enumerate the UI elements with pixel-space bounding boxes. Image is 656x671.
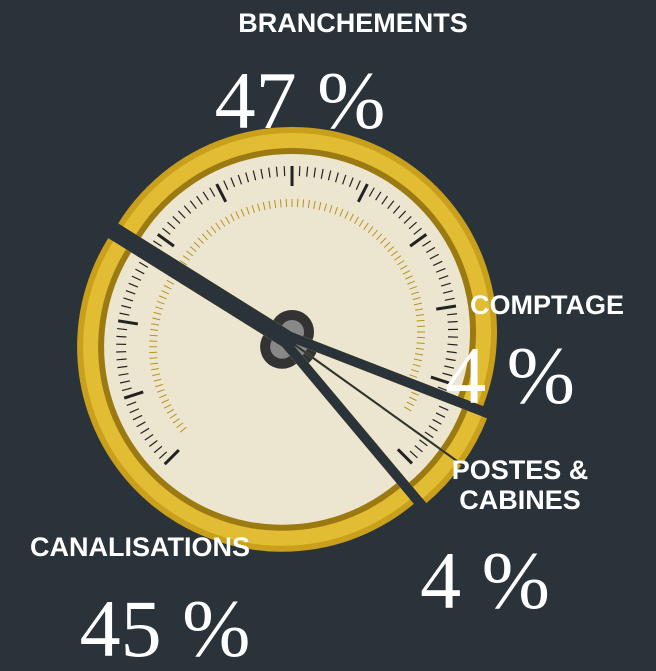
dial-tick bbox=[150, 335, 158, 336]
dial-tick bbox=[403, 379, 411, 381]
dial-tick bbox=[181, 278, 188, 282]
slice-label: COMPTAGE bbox=[452, 290, 642, 320]
dial-tick bbox=[182, 275, 189, 279]
dial-tick bbox=[148, 249, 164, 261]
dial-tick bbox=[303, 199, 304, 207]
dial-tick bbox=[117, 359, 127, 360]
value-label: 45 % bbox=[45, 588, 285, 670]
dial-tick bbox=[177, 266, 183, 271]
dial-tick bbox=[417, 320, 425, 321]
dial-tick bbox=[143, 256, 151, 261]
dial-tick bbox=[152, 262, 161, 267]
dial-tick bbox=[145, 254, 154, 259]
dial-tick bbox=[174, 271, 181, 275]
dial-tick bbox=[280, 199, 281, 207]
value-label: 4 % bbox=[420, 335, 600, 417]
dial-tick bbox=[408, 380, 415, 383]
dial-tick bbox=[186, 270, 193, 275]
dial-tick bbox=[177, 265, 184, 269]
value-label: 47 % bbox=[195, 60, 405, 142]
dial-tick bbox=[156, 255, 164, 260]
dial-tick bbox=[157, 253, 165, 258]
dial-tick bbox=[149, 247, 158, 252]
dial-tick bbox=[150, 358, 158, 359]
dial-tick bbox=[184, 273, 191, 277]
dial-tick bbox=[173, 271, 180, 276]
slice-label: POSTES & CABINES bbox=[430, 455, 610, 515]
hub-cap bbox=[280, 320, 304, 344]
slice-label: CANALISATIONS bbox=[5, 532, 275, 562]
infographic: BRANCHEMENTS 47 % COMPTAGE 4 % POSTES & CABI… bbox=[0, 0, 656, 671]
dial-tick bbox=[116, 336, 126, 337]
hub-cap bbox=[270, 335, 294, 359]
dial-tick bbox=[448, 322, 458, 323]
value-label: 4 % bbox=[400, 540, 570, 622]
slice-label: BRANCHEMENTS bbox=[218, 8, 488, 38]
dial-tick bbox=[179, 280, 186, 284]
dial-tick bbox=[153, 260, 162, 265]
